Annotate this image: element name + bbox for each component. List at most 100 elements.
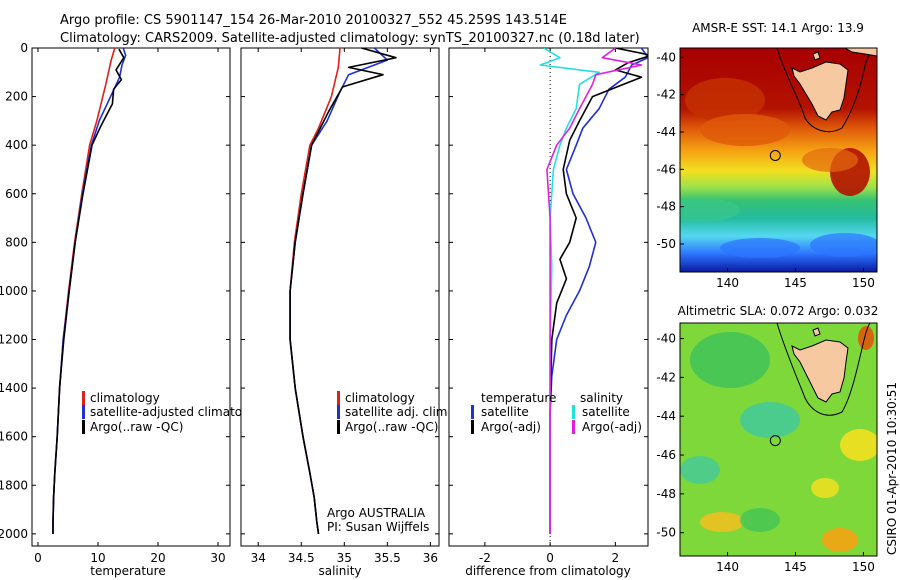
x-tick-label: 10 [90, 551, 105, 565]
map-x-tick-label: 150 [852, 560, 875, 574]
salinity-panel: 34 34.5 35 35.5 36 salinity climatology sate… [240, 47, 451, 578]
legend-label-argo: Argo(..raw -QC) [345, 420, 438, 434]
legend-header-temperature: temperature [481, 391, 556, 405]
argo-position-marker [769, 435, 781, 447]
sst-field [680, 48, 877, 272]
y-tick-label: 2000 [0, 527, 28, 541]
y-tick-label: 1200 [0, 333, 28, 347]
map-y-tick-label: -42 [656, 370, 676, 384]
legend-label-satellite: satellite adj. clim. [345, 405, 451, 419]
salinity-axes-box [240, 47, 440, 547]
figure-title-line1: Argo profile: CS 5901147_154 26-Mar-2010… [60, 13, 567, 28]
sst-mainland-edge [843, 48, 877, 57]
sla-patch-orange [822, 528, 858, 552]
temperature-legend: climatology satellite-adjusted climatolo… [82, 391, 268, 434]
sla-map-box [679, 322, 878, 557]
map-y-tick-label: -44 [656, 125, 676, 139]
temperature-ticks: 0 10 20 30 0 200 400 600 800 1000 1200 1400 1600 1800… [0, 41, 230, 565]
series-line-argo-raw-qc [52, 48, 125, 534]
map-y-tick-label: -50 [656, 237, 676, 251]
sla-patch-red [858, 326, 874, 350]
temperature-xlabel: temperature [90, 564, 165, 578]
map-y-tick-label: -46 [656, 162, 676, 176]
annotation-line2: PI: Susan Wijffels [327, 520, 429, 534]
x-tick-label: 35 [337, 551, 352, 565]
map-y-tick-label: -44 [656, 409, 676, 423]
argo-position-marker [769, 150, 781, 161]
sst-cold-patch [720, 238, 800, 258]
sst-cold-patch [810, 233, 877, 257]
sla-patch-yellow [840, 429, 877, 461]
difference-panel: -2 0 2 difference from climatology tempera… [448, 47, 649, 578]
map-x-tick-label: 140 [716, 276, 739, 290]
sla-patch-cyan [680, 456, 720, 484]
y-tick-label: 600 [5, 187, 28, 201]
series-line-temperature-satellite [549, 48, 648, 534]
sla-tasmania [791, 339, 849, 403]
temperature-panel: 0 10 20 30 0 200 400 600 800 1000 1200 1400 1600 1800… [0, 41, 268, 578]
map-y-tick-label: -40 [656, 50, 676, 64]
y-tick-label: 1600 [0, 430, 28, 444]
difference-lines [539, 48, 648, 534]
salinity-legend: climatology satellite adj. clim. Argo(..… [337, 391, 451, 434]
sla-coastline-200m [776, 323, 871, 416]
sla-patch-green [740, 508, 780, 532]
figure-title-line2: Climatology: CARS2009. Satellite-adjuste… [60, 31, 640, 46]
difference-ticks: -2 0 2 [449, 47, 648, 565]
legend-label-satellite: satellite-adjusted climatology [90, 405, 268, 419]
map-y-tick-label: -46 [656, 448, 676, 462]
legend-label-argo: Argo(..raw -QC) [90, 420, 183, 434]
x-tick-label: 30 [210, 551, 225, 565]
sst-cool-patch [680, 198, 740, 222]
annotation-line1: Argo AUSTRALIA [327, 506, 426, 520]
sst-warm-patch [700, 114, 790, 146]
x-tick-label: 36 [423, 551, 438, 565]
sst-coastline-200m [776, 48, 873, 133]
map-y-tick-label: -50 [656, 526, 676, 540]
sla-patch-orange [700, 512, 744, 532]
x-tick-label: 20 [150, 551, 165, 565]
legend-swatch-argo [337, 420, 340, 434]
sst-map-box [679, 47, 878, 273]
y-tick-label: 800 [5, 235, 28, 249]
legend-label-climatology: climatology [90, 391, 160, 405]
legend-swatch-satellite [82, 405, 85, 419]
salinity-lines [289, 48, 397, 535]
map-y-tick-label: -40 [656, 332, 676, 346]
series-line-salinity-argo-adj [546, 48, 643, 534]
temperature-axes-box [31, 47, 231, 547]
temperature-lines [52, 48, 127, 534]
map-y-tick-label: -42 [656, 88, 676, 102]
map-x-tick-label: 140 [716, 560, 739, 574]
sst-map-ticks: 140 145 150 -40 -42 -44 -46 -48 -50 [656, 50, 874, 290]
sla-map-ticks: 140 145 150 -40 -42 -44 -46 -48 -50 [656, 332, 874, 574]
legend-swatch-climatology [337, 391, 340, 405]
x-tick-label: 0 [34, 551, 42, 565]
sst-island [812, 51, 821, 61]
sla-patch-yellow [811, 478, 839, 498]
legend-swatch-satellite [337, 405, 340, 419]
map-y-tick-label: -48 [656, 487, 676, 501]
legend-label-temp-satellite: satellite [481, 405, 529, 419]
y-tick-label: 400 [5, 138, 28, 152]
sla-map-title: Altimetric SLA: 0.072 Argo: 0.032 [678, 304, 879, 318]
legend-swatch-argo [82, 420, 85, 434]
legend-swatch-sal-satellite [572, 405, 575, 419]
map-y-tick-label: -48 [656, 200, 676, 214]
sla-map-panel: Altimetric SLA: 0.072 Argo: 0.032 140 145… [656, 304, 879, 574]
sla-patch-green [690, 332, 770, 388]
difference-xlabel: difference from climatology [465, 564, 631, 578]
x-tick-label: 35.5 [374, 551, 401, 565]
y-tick-label: 200 [5, 90, 28, 104]
sla-field [680, 323, 877, 556]
map-x-tick-label: 145 [784, 276, 807, 290]
salinity-ticks: 34 34.5 35 35.5 36 [241, 47, 439, 565]
legend-label-temp-argo: Argo(-adj) [481, 420, 541, 434]
legend-swatch-temp-satellite [471, 405, 474, 419]
y-tick-label: 1000 [0, 284, 28, 298]
legend-swatch-temp-argo [471, 420, 474, 434]
legend-label-sal-argo: Argo(-adj) [582, 420, 642, 434]
x-tick-label: -2 [479, 551, 491, 565]
legend-swatch-sal-argo [572, 420, 575, 434]
